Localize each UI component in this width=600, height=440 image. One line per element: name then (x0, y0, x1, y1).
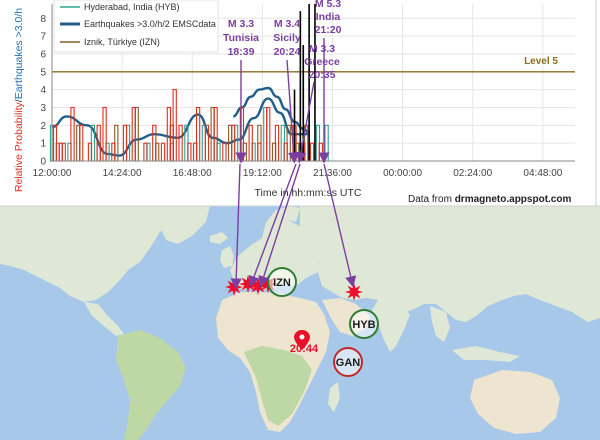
y-axis-ticks: 0 1 2 3 4 5 6 7 8 (40, 14, 46, 168)
x-tick-4: 21:36:00 (313, 168, 352, 179)
x-tick-2: 16:48:00 (173, 168, 212, 179)
quake-tunisia-mag: M 3.3 (228, 18, 254, 30)
quake-india-mag: M 5.3 (315, 0, 341, 10)
greenland-landmass (150, 206, 210, 244)
central-africa-forest (244, 346, 312, 426)
y-tick-0: 0 (40, 157, 46, 168)
arrow-greece-down (295, 81, 315, 164)
y-tick-6: 6 (40, 50, 46, 61)
station-hyb: HYB (349, 309, 379, 339)
indonesia-landmass (452, 346, 520, 362)
japan-landmass (502, 262, 516, 284)
quake-sicily-time: 20:24 (274, 46, 301, 58)
india-landmass (372, 300, 410, 352)
axes (51, 4, 575, 162)
x-tick-0: 12:00:00 (33, 168, 72, 179)
legend-box (53, 0, 219, 53)
x-tick-3: 19:12:00 (243, 168, 282, 179)
quake-greece-time: 20:35 (309, 69, 336, 81)
credit-domain: drmagneto.appspot.com (455, 194, 572, 205)
north-america-landmass (0, 206, 178, 302)
pin-time-label: 20:44 (290, 343, 319, 355)
y-axis-label: Relative Probability/Earthquakes >3.0/h (13, 8, 25, 192)
central-america-landmass (84, 302, 124, 336)
x-tick-6: 02:24:00 (453, 168, 492, 179)
station-gan-label: GAN (336, 357, 361, 369)
station-gan-circle (333, 347, 363, 377)
legend-label-earthquakes: Earthquakes >3.0/h/2 EMSCdata (84, 19, 216, 29)
se-asia-landmass (430, 306, 450, 342)
arrow-tunisia-map (230, 163, 242, 290)
legend-label-hyb: Hyderabad, India (HYB) (84, 2, 180, 12)
quake-tunisia-place: Tunisia (223, 32, 259, 44)
quake-annotations: M 3.3 Tunisia 18:39 M 3.4 Sicily 20:24 M… (223, 0, 342, 81)
legend: Hyderabad, India (HYB) Earthquakes >3.0/… (53, 0, 219, 53)
asia-landmass (300, 206, 600, 322)
quake-annotation-sicily: M 3.4 Sicily 20:24 (273, 18, 301, 58)
uk-landmass (220, 246, 234, 268)
station-hyb-label: HYB (352, 319, 375, 331)
level-5-label: Level 5 (524, 56, 558, 67)
europe-landmass (230, 220, 320, 290)
y-tick-4: 4 (40, 85, 46, 96)
y-tick-3: 3 (40, 103, 46, 114)
quake-greece-place: Greece (304, 56, 340, 68)
y-label-earthquakes: Earthquakes >3.0/h (13, 8, 25, 100)
arrow-sicily-down (286, 59, 300, 164)
y-label-slash: / (13, 99, 25, 102)
quake-annotation-india: M 5.3 India 21:20 (315, 0, 342, 36)
data-credit: Data from drmagneto.appspot.com (408, 194, 571, 205)
x-tick-5: 00:00:00 (383, 168, 422, 179)
y-tick-1: 1 (40, 139, 46, 150)
iceland-landmass (210, 232, 228, 244)
burst-india-icon (345, 283, 363, 301)
burst-tunisia-icon (225, 278, 243, 296)
quake-india-place: India (316, 11, 341, 23)
location-pin: 20:44 (290, 330, 319, 355)
quake-annotation-tunisia: M 3.3 Tunisia 18:39 (223, 18, 259, 58)
madagascar-landmass (328, 382, 340, 412)
x-axis-label: Time in hh:mm:ss UTC (255, 187, 362, 199)
south-america-landmass (116, 330, 186, 440)
pin-icon (294, 330, 310, 350)
arrow-india-map (323, 163, 357, 288)
quake-greece-mag: M 3.3 (309, 43, 335, 55)
quake-tunisia-time: 18:39 (228, 46, 255, 58)
series-layer (49, 86, 329, 162)
station-hyb-circle (349, 309, 379, 339)
series-line-earthquakes-smooth-upper (232, 86, 310, 134)
quake-sicily-place: Sicily (273, 32, 301, 44)
y-tick-8: 8 (40, 14, 46, 25)
connector-arrows (230, 38, 357, 290)
x-axis-ticks: 12:00:00 14:24:00 16:48:00 19:12:00 21:36:00… (33, 168, 563, 179)
y-label-probability: Relative Probability (13, 101, 25, 192)
legend-label-izn: Iznik, Türkiye (IZN) (84, 37, 160, 47)
quake-annotation-greece: M 3.3 Greece 20:35 (304, 43, 340, 81)
y-tick-5: 5 (40, 67, 46, 78)
chart-panel: 0 1 2 3 4 5 6 7 8 12:00:00 14:24:00 16:48:00 19:12:… (0, 0, 600, 207)
quake-india-time: 21:20 (315, 24, 342, 36)
x-tick-7: 04:48:00 (523, 168, 562, 179)
station-izn: IZN (267, 267, 297, 297)
arrow-greece-map (258, 163, 301, 288)
y-tick-2: 2 (40, 121, 46, 132)
arrow-sicily-map (248, 163, 297, 288)
australia-landmass (470, 370, 560, 434)
y-tick-7: 7 (40, 32, 46, 43)
world-map: IZN HYB GAN 20:44 (0, 206, 600, 440)
station-gan: GAN (333, 347, 363, 377)
pin-dot (299, 334, 305, 340)
station-izn-label: IZN (273, 277, 291, 289)
x-tick-1: 14:24:00 (103, 168, 142, 179)
quake-sicily-mag: M 3.4 (274, 18, 300, 30)
credit-prefix: Data from (408, 194, 455, 205)
